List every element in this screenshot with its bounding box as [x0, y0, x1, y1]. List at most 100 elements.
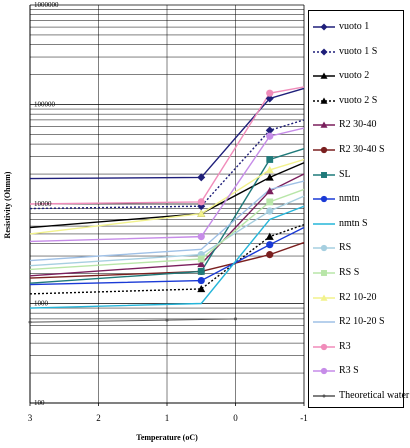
series-line-r2-10-20: [29, 158, 305, 235]
data-point-vuoto-2: [265, 173, 274, 181]
data-point-theoretical-water: [165, 318, 169, 322]
series-line-r3-s: [29, 127, 305, 243]
legend-marker: [320, 48, 328, 56]
legend-swatch-vuoto-2-s: [313, 97, 335, 104]
series-line-rs-s: [29, 188, 305, 271]
data-point-vuoto-1-s: [265, 126, 274, 135]
series-line-theoretical-water: [29, 318, 236, 323]
legend-swatch-rs: [313, 245, 335, 252]
legend-marker: [320, 23, 328, 31]
legend-item-r2-30-40: R2 30-40: [309, 117, 405, 137]
legend-marker: [320, 196, 328, 203]
legend-item-r2-30-40-s: R2 30-40 S: [309, 142, 405, 162]
series-line-nmtn: [29, 226, 305, 286]
series-line-vuoto-1-s: [29, 119, 305, 210]
legend-swatch-rs-s: [313, 270, 335, 276]
legend-item-nmtn-s: nmtn S: [309, 216, 405, 236]
legend-item-r3: R3: [309, 339, 405, 359]
series-line-nmtn-s: [29, 205, 305, 309]
legend-item-r3-s: R3 S: [309, 363, 405, 383]
legend-swatch-r2-10-20: [313, 294, 335, 301]
y-tick-label: 100: [34, 399, 45, 407]
legend-swatch-vuoto-1-s: [313, 48, 335, 56]
legend-label: vuoto 1 S: [339, 45, 378, 57]
data-point-r2-30-40: [265, 187, 274, 195]
legend-label: nmtn: [339, 193, 360, 205]
legend-swatch-r2-10-20-s: [313, 321, 335, 323]
legend-marker: [320, 343, 328, 350]
legend-item-vuoto-1-s: vuoto 1 S: [309, 44, 405, 64]
y-tick-label: 1000: [34, 300, 49, 308]
x-tick-label: 3: [28, 413, 33, 423]
legend-marker: [322, 394, 326, 398]
x-axis-label: Temperature (oC): [136, 433, 198, 442]
legend-swatch-sl: [313, 171, 335, 178]
series-lines: [29, 86, 305, 323]
data-point-r2-30-40-s: [266, 251, 274, 259]
y-tick-labels: 100 1000 10000 100000 1000000: [34, 1, 59, 407]
y-tick-label: 10000: [34, 200, 52, 208]
data-point-vuoto-2-s: [265, 232, 274, 240]
data-point-r2-10-20: [265, 165, 274, 174]
legend: vuoto 1 vuoto 1 S vuoto 2 vuoto 2 S R2 30-40…: [308, 10, 409, 408]
legend-label: R2 30-40: [339, 119, 377, 131]
series-markers: [28, 89, 274, 324]
data-point-theoretical-water: [234, 317, 237, 321]
data-point-r3: [266, 89, 274, 97]
data-point-nmtn: [266, 241, 274, 249]
x-tick-label: 0: [233, 413, 238, 423]
legend-item-vuoto-2: vuoto 2: [309, 68, 405, 88]
legend-item-sl: SL: [309, 167, 405, 187]
data-point-theoretical-water: [28, 320, 32, 324]
legend-label: R3: [339, 340, 351, 352]
legend-marker: [320, 368, 328, 375]
x-tick-label: 2: [96, 413, 101, 423]
data-point-r2-10-20: [197, 209, 206, 217]
legend-marker: [321, 171, 327, 178]
legend-swatch-nmtn: [313, 196, 335, 203]
legend-label: R3 S: [339, 365, 359, 377]
legend-swatch-vuoto-1: [313, 23, 335, 31]
x-tick-label: -1: [300, 413, 308, 423]
legend-label: SL: [339, 168, 351, 180]
series-line-r2-30-40: [29, 173, 305, 277]
legend-item-rs: RS: [309, 240, 405, 260]
data-point-r2-30-40: [197, 259, 206, 268]
data-point-sl: [266, 156, 274, 163]
legend-swatch-r2-30-40-s: [313, 146, 335, 154]
legend-item-nmtn: nmtn: [309, 191, 405, 211]
series-line-vuoto-1: [29, 87, 305, 180]
data-point-r3-s: [197, 233, 205, 241]
legend-label: R2 10-20: [339, 291, 377, 303]
data-point-nmtn: [197, 276, 205, 285]
x-tick-label: 1: [165, 413, 170, 423]
y-tick-label: 1000000: [34, 1, 59, 9]
legend-label: vuoto 1: [339, 21, 370, 32]
legend-item-r2-10-20-s: R2 10-20 S: [309, 314, 405, 334]
legend-swatch-vuoto-2: [313, 72, 335, 79]
legend-label: vuoto 2: [339, 70, 370, 82]
data-point-r3-s: [266, 132, 274, 140]
series-line-vuoto-2-s: [29, 223, 305, 295]
x-tick-labels: 3 2 1 0 -1: [28, 403, 308, 423]
series-line-vuoto-2: [29, 162, 305, 229]
legend-marker: [320, 146, 328, 154]
legend-marker: [320, 97, 328, 104]
legend-swatch-theoretical-water: [313, 394, 335, 398]
legend-label: RS: [339, 242, 352, 254]
legend-label: R2 30-40 S: [339, 144, 385, 155]
legend-marker: [321, 270, 327, 276]
data-point-rs: [266, 207, 274, 215]
data-point-sl: [197, 268, 205, 275]
legend-label: vuoto 2 S: [339, 94, 378, 106]
legend-item-vuoto-2-s: vuoto 2 S: [309, 93, 405, 113]
data-point-vuoto-1: [265, 94, 274, 103]
legend-item-theoretical-water: Theoretical water: [309, 388, 409, 408]
legend-swatch-r3: [313, 343, 335, 350]
legend-marker: [320, 72, 328, 79]
data-point-vuoto-2-s: [197, 284, 206, 293]
legend-item-r2-10-20: R2 10-20: [309, 290, 405, 310]
y-axis-label: Resistivity (Ohmm): [3, 171, 12, 238]
legend-label: Theoretical water: [339, 390, 410, 401]
